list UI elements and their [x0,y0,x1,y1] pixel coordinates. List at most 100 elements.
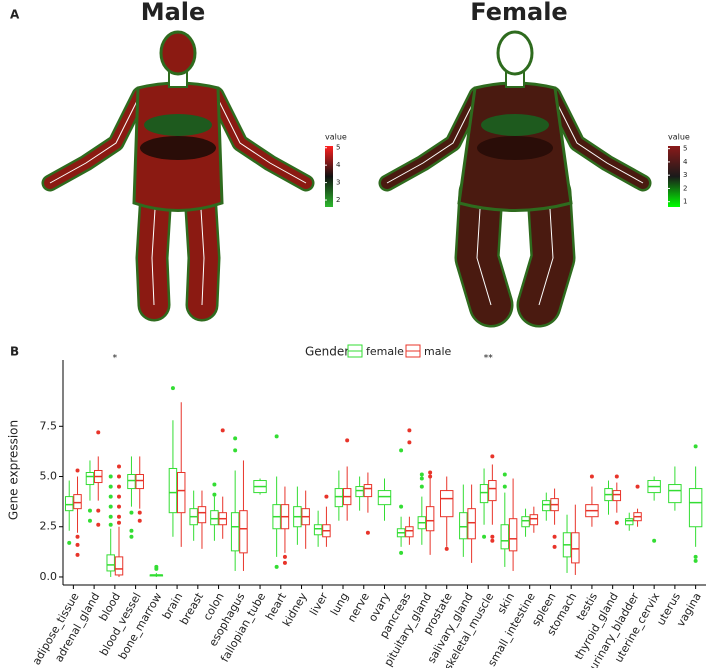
outlier [129,534,134,539]
box [73,494,82,510]
outlier [345,438,350,443]
colorbar [668,146,680,207]
box [135,474,144,490]
significance-mark: ** [484,354,494,364]
outlier [129,528,134,533]
outlier [96,508,101,513]
outlier [170,386,175,391]
colorbar-tick-label: 3 [336,179,340,187]
outlier [108,514,113,519]
box [313,524,323,536]
y-tick-label: 2.5 [40,520,58,533]
box [500,524,510,550]
outlier [589,474,594,479]
stomach [477,136,553,160]
box [168,467,178,514]
x-tick-label: liver [307,590,330,618]
outlier [428,474,433,479]
outlier [220,428,225,433]
box [425,506,435,532]
outlier [490,454,495,459]
legend-title: value [325,133,347,142]
outlier [552,544,557,549]
colorbar-tick-label: 1 [683,198,687,206]
outlier [137,510,142,515]
arm-detail [49,94,141,184]
outlier [502,484,507,489]
head [159,30,197,76]
box [334,488,344,508]
box [459,512,468,540]
outlier [154,564,159,569]
outlier [693,444,698,449]
outlier [233,448,238,453]
outlier [117,520,122,525]
panel-title: Female [470,0,567,26]
box [467,508,476,540]
panel-title: Male [141,0,206,26]
box [529,514,539,526]
colorbar-tick-label: 5 [336,144,340,152]
outlier [490,538,495,543]
outlier [274,564,279,569]
box [440,490,454,518]
leg-detail [476,192,492,306]
body-figure [378,30,652,328]
colorbar-tick-label: 4 [683,158,688,166]
outlier [87,518,92,523]
box [197,506,207,524]
outlier [490,534,495,539]
outlier [614,474,619,479]
outlier [75,534,80,539]
outlier [75,552,80,557]
outlier [117,504,122,509]
outlier [75,468,80,473]
leg-detail [538,192,554,306]
outlier [407,440,412,445]
liver [481,114,549,136]
outlier [482,534,487,539]
outlier [212,482,217,487]
colorbar-tick-label: 3 [683,171,687,179]
y-tick-label: 0.0 [40,570,58,583]
box [542,500,551,512]
outlier [129,510,134,515]
outlier [419,472,424,477]
outlier [137,518,142,523]
arm-detail [215,94,307,184]
panel-label: B [10,345,19,359]
box [363,484,373,498]
box [210,510,219,526]
outlier [399,448,404,453]
significance-mark: * [113,354,118,364]
outlier [552,534,557,539]
outlier [693,554,698,559]
outlier [282,560,287,565]
outlier [75,542,80,547]
box [127,474,136,490]
stomach [140,136,216,160]
body-figure [41,30,315,322]
head [496,30,534,76]
box [176,472,186,514]
box [355,486,364,498]
outlier [444,546,449,551]
outlier [108,474,113,479]
colorbar-tick-label: 2 [336,196,340,204]
box [625,518,634,526]
outlier [117,474,122,479]
colorbar-tick-label: 4 [336,161,341,169]
outlier [96,522,101,527]
legend-title: value [668,133,690,142]
leg-detail [199,192,205,306]
outlier [233,436,238,441]
box [488,480,497,502]
outlier [693,558,698,563]
box [508,518,518,552]
box [64,496,74,512]
outlier [365,530,370,535]
outlier [274,434,279,439]
outlier [407,428,412,433]
outlier [117,514,122,519]
outlier [117,494,122,499]
